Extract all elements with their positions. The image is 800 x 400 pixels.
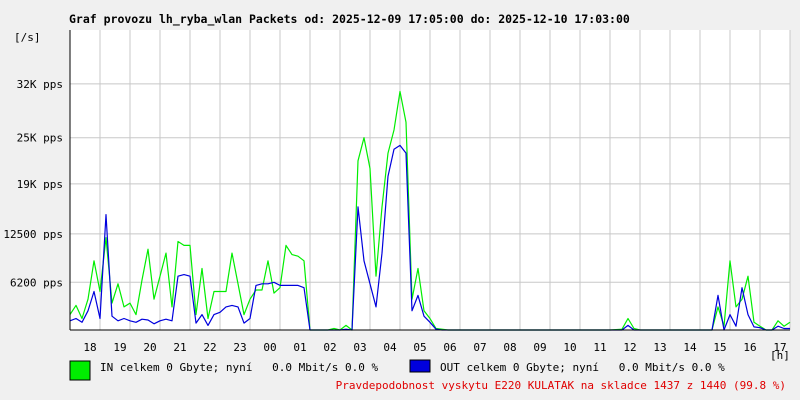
x-tick-label: 14	[683, 341, 697, 354]
x-tick-label: 11	[593, 341, 606, 354]
x-tick-label: 20	[143, 341, 156, 354]
y-tick-label: 6200 pps	[10, 276, 63, 289]
x-tick-label: 00	[263, 341, 276, 354]
x-tick-label: 21	[173, 341, 186, 354]
y-tick-label: 32K pps	[17, 78, 63, 91]
legend-swatch-in	[69, 360, 91, 381]
axes	[69, 30, 790, 331]
x-tick-label: 07	[473, 341, 486, 354]
x-tick-label: 16	[743, 341, 756, 354]
x-tick-label: 15	[713, 341, 726, 354]
x-tick-label: 10	[563, 341, 576, 354]
footer-note: Pravdepodobnost vyskytu E220 KULATAK na …	[336, 379, 786, 392]
chart-title: Graf provozu lh_ryba_wlan Packets od: 20…	[69, 12, 630, 27]
x-tick-label: 08	[503, 341, 516, 354]
y-tick-label: 19K pps	[17, 178, 63, 191]
x-tick-label: 22	[203, 341, 216, 354]
x-tick-label: 13	[653, 341, 666, 354]
x-tick-label: 05	[413, 341, 426, 354]
x-tick-label: 18	[83, 341, 96, 354]
x-tick-label: 19	[113, 341, 126, 354]
y-tick-labels: 6200 pps 12500 pps 19K pps 25K pps 32K pps	[3, 78, 63, 289]
x-tick-label: 09	[533, 341, 546, 354]
x-tick-label: 17	[773, 341, 786, 354]
legend-swatch-out	[409, 359, 431, 373]
legend: IN celkem 0 Gbyte; nyní 0.0 Mbit/s 0.0 %…	[69, 359, 725, 381]
x-tick-labels: 18 19 20 21 22 23 00 01 02 03 04 05 06 07 08 09 10 11 12 13…	[83, 341, 786, 354]
legend-label-in: IN celkem 0 Gbyte; nyní 0.0 Mbit/s 0.0 %	[100, 361, 379, 374]
x-tick-label: 04	[383, 341, 397, 354]
x-tick-label: 01	[293, 341, 306, 354]
legend-label-out: OUT celkem 0 Gbyte; nyní 0.0 Mbit/s 0.0 …	[440, 361, 725, 374]
x-tick-label: 12	[623, 341, 636, 354]
x-axis-unit-label: [h]	[770, 349, 790, 362]
x-tick-label: 06	[443, 341, 456, 354]
x-tick-label: 03	[353, 341, 366, 354]
y-tick-label: 12500 pps	[3, 228, 63, 241]
y-axis-unit-label: [/s]	[14, 31, 41, 44]
x-tick-label: 02	[323, 341, 336, 354]
y-tick-label: 25K pps	[17, 132, 63, 145]
x-tick-label: 23	[233, 341, 246, 354]
